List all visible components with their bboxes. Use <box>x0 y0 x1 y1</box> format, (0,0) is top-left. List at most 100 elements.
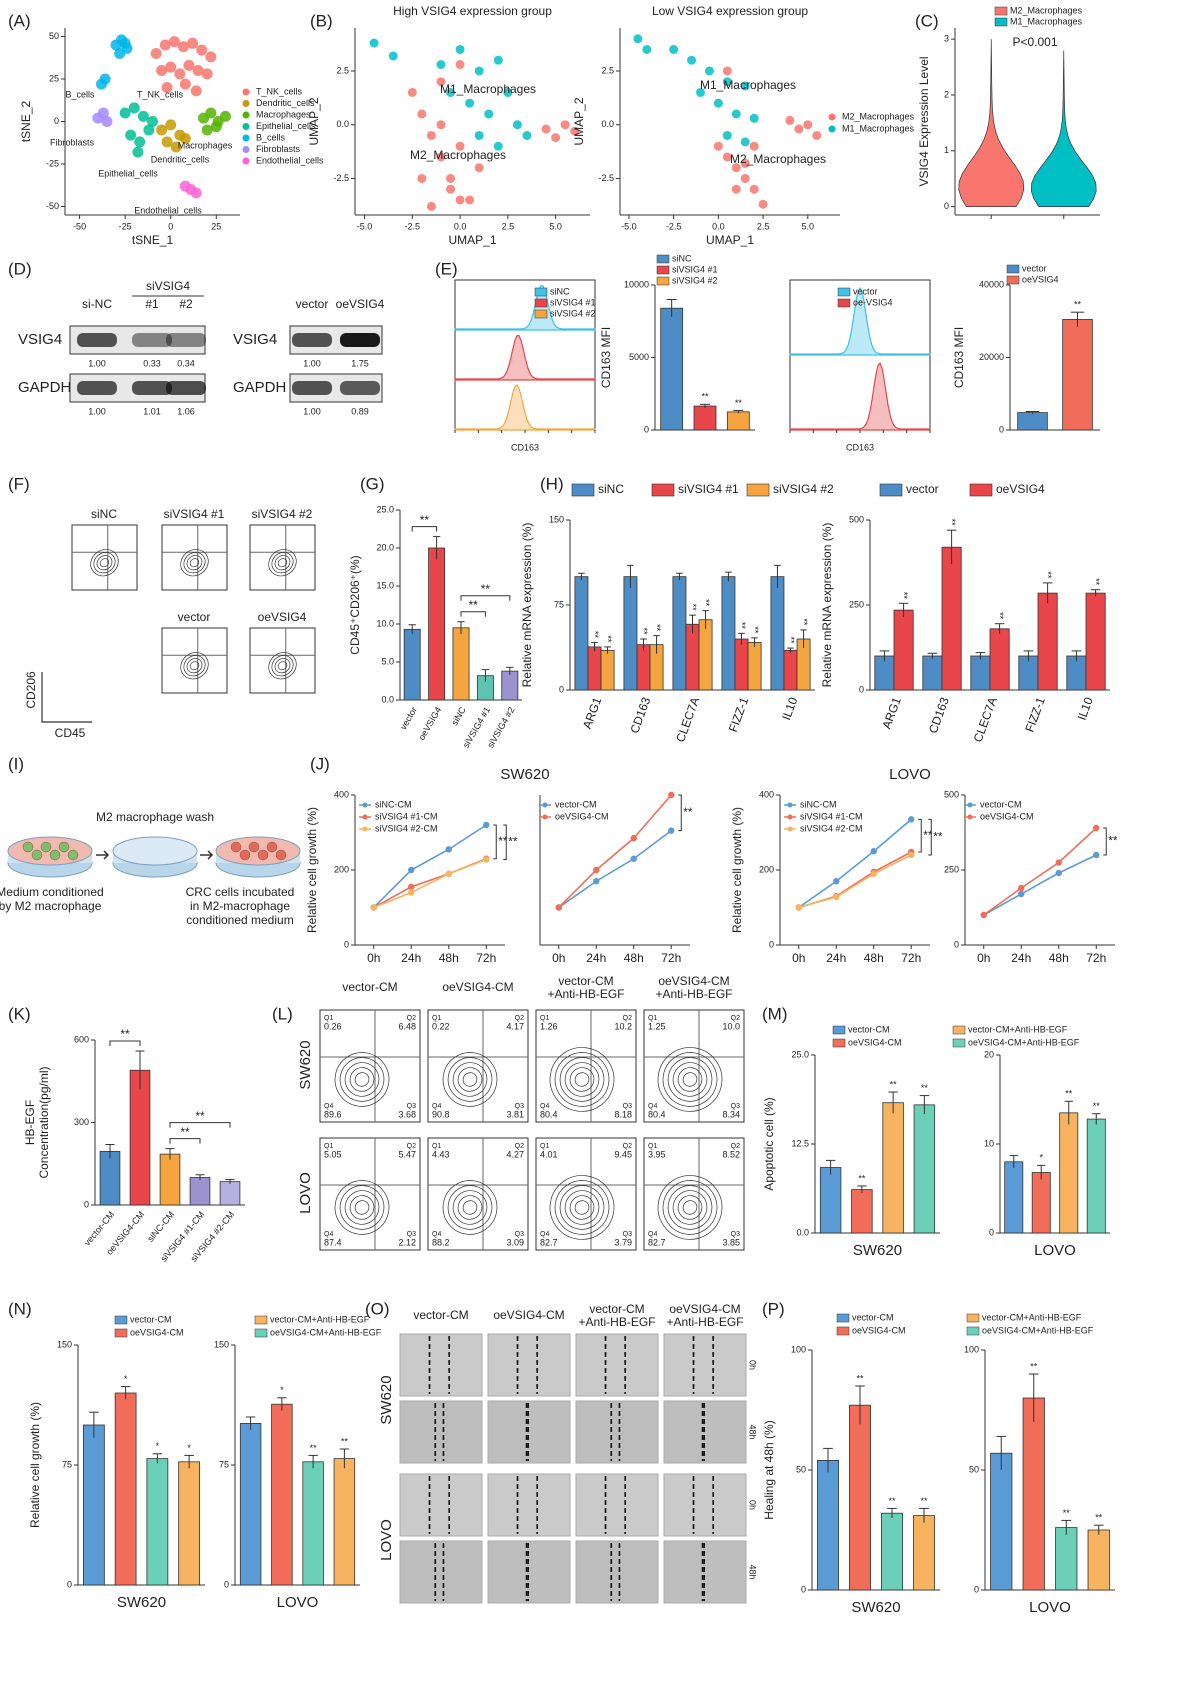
y-tick-label: 2 <box>944 89 949 99</box>
x-tick-label: -2.5 <box>405 221 421 231</box>
bar <box>819 1167 842 1234</box>
contour <box>569 1195 595 1220</box>
quadrant-name: Q3 <box>515 1103 524 1110</box>
point <box>493 55 503 65</box>
x-axis-label: UMAP_1 <box>706 233 754 247</box>
y-tick-label: -25 <box>46 158 59 168</box>
y-tick-label: 2.5 <box>336 65 349 75</box>
significance: ** <box>933 829 943 843</box>
legend-label: vector <box>853 286 878 296</box>
x-tick-label: vector <box>398 705 419 731</box>
legend-marker <box>966 1313 980 1323</box>
line <box>558 794 672 909</box>
contour <box>549 1175 615 1240</box>
quadrant-value: 1.25 <box>648 1021 666 1031</box>
point <box>455 195 465 205</box>
panel-label: (N) <box>8 1299 32 1318</box>
x-tick-label: 72h <box>1086 951 1106 965</box>
point <box>165 61 177 73</box>
blot-group-label: siVSIG4 <box>146 279 190 293</box>
quadrant-value: 89.6 <box>324 1109 342 1119</box>
bar <box>881 1512 903 1591</box>
y-tick-label: 0.0 <box>336 119 349 129</box>
blot-band <box>132 333 172 347</box>
point <box>483 856 490 863</box>
legend-marker <box>966 1326 980 1336</box>
y-tick-label: 0 <box>54 116 59 126</box>
panel-label: (E) <box>435 259 458 278</box>
step-label: by M2 macrophage <box>0 899 102 913</box>
bracket <box>109 1040 141 1046</box>
bracket <box>928 818 932 856</box>
point <box>713 98 723 108</box>
significance: ** <box>180 1125 190 1139</box>
legend-label: vector <box>906 482 939 496</box>
bar <box>501 670 519 701</box>
y-tick-label: 0 <box>999 424 1004 434</box>
y-axis-label: Relative mRNA expression (%) <box>520 523 534 688</box>
y-tick-label: 25.0 <box>791 1049 809 1059</box>
blot-row-label: GAPDH <box>233 379 286 396</box>
histogram <box>454 384 596 431</box>
contour <box>277 661 288 671</box>
quadrant-value: 4.27 <box>506 1149 524 1159</box>
x-tick-label: 48h <box>624 951 644 965</box>
time-label: 48h <box>748 1564 758 1579</box>
quadrant-name: Q4 <box>540 1231 549 1238</box>
x-tick-label: -25 <box>119 221 132 231</box>
bar <box>636 644 651 691</box>
wound-image <box>575 1400 659 1464</box>
time-label: 0h <box>748 1500 758 1510</box>
x-tick-label: 0h <box>792 951 805 965</box>
point <box>201 124 213 136</box>
legend-label: M2_Macrophages <box>842 111 915 121</box>
panel-label: (O) <box>365 1299 390 1318</box>
column-header: +Anti-HB-EGF <box>666 1315 743 1329</box>
time-label: 48h <box>748 1424 758 1439</box>
point <box>179 78 191 90</box>
bar <box>1031 1172 1051 1234</box>
quadrant-value: 3.95 <box>648 1149 666 1159</box>
y-axis-label: tSNE_2 <box>19 100 33 142</box>
point <box>1055 869 1062 877</box>
bar <box>271 1403 293 1586</box>
legend-marker <box>542 814 548 820</box>
legend-label: siVSIG4 #2 <box>672 275 718 285</box>
bar <box>783 649 798 691</box>
point <box>192 65 204 76</box>
point <box>522 130 532 140</box>
y-axis-label: Relative mRNA expression (%) <box>820 523 834 688</box>
legend-label: siVSIG4 #1 <box>672 264 718 274</box>
x-tick-label: CD163 <box>926 695 952 735</box>
x-axis-label: SW620 <box>117 1594 166 1611</box>
point <box>161 82 173 93</box>
bar <box>698 619 713 691</box>
contour <box>334 1180 390 1235</box>
bar <box>428 547 446 701</box>
blot-band <box>292 333 332 347</box>
significance: ** <box>420 513 430 527</box>
y-tick-label: 250 <box>944 864 959 874</box>
contour <box>447 1185 493 1230</box>
legend-marker <box>542 802 548 808</box>
flow-plot <box>249 627 316 694</box>
cell <box>40 841 52 853</box>
contour <box>457 1067 483 1092</box>
y-tick-label: 20000 <box>979 352 1004 362</box>
point <box>731 184 741 194</box>
column-header: oeVSIG4-CM <box>669 1302 740 1316</box>
quadrant-name: Q3 <box>623 1103 632 1110</box>
panel-label: (K) <box>8 1004 31 1023</box>
point <box>436 77 446 87</box>
bracket <box>460 595 511 601</box>
point <box>642 44 652 54</box>
point <box>445 846 452 853</box>
legend-marker <box>534 287 548 297</box>
contour <box>564 1062 600 1097</box>
row-label: LOVO <box>297 1172 314 1214</box>
point <box>812 130 822 140</box>
point <box>740 158 750 168</box>
y-tick-label: 25 <box>49 73 59 83</box>
significance: ** <box>701 392 709 402</box>
legend-marker <box>242 146 250 153</box>
